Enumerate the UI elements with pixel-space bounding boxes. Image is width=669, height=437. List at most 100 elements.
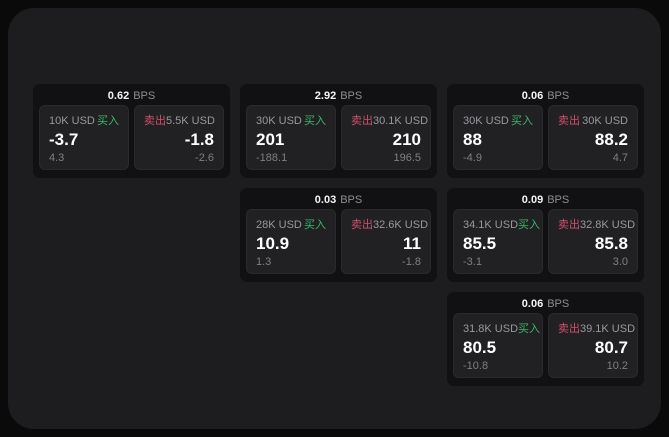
quote-card[interactable]: 0.06 BPS 31.8K USD 买入 80.5 -10.8 卖出 39.1…: [447, 292, 644, 386]
sell-side-label: 卖出: [144, 115, 166, 127]
quote-card[interactable]: 0.03 BPS 28K USD 买入 10.9 1.3 卖出 32.6K US…: [240, 188, 437, 282]
sell-price: 210: [392, 129, 421, 149]
buy-side-label: 买入: [518, 219, 541, 231]
bps-value: 0.03: [314, 193, 337, 206]
quote-card-body: 34.1K USD 买入 85.5 -3.1 卖出 32.8K USD 85.8…: [447, 209, 644, 282]
buy-price: 10.9: [256, 233, 290, 253]
buy-panel[interactable]: 34.1K USD 买入 85.5 -3.1: [453, 209, 543, 274]
sell-side-label: 卖出: [558, 115, 580, 127]
buy-amount: 10K USD: [49, 115, 95, 127]
bps-unit-label: BPS: [340, 89, 363, 102]
buy-panel[interactable]: 10K USD 买入 -3.7 4.3: [39, 105, 129, 170]
sell-price: 85.8: [594, 233, 628, 253]
quote-card-body: 30K USD 买入 88 -4.9 卖出 30K USD 88.2 4.7: [447, 105, 644, 178]
sell-panel-top: 卖出 32.8K USD: [558, 216, 635, 232]
sell-side-label: 卖出: [351, 219, 373, 231]
quote-card[interactable]: 0.09 BPS 34.1K USD 买入 85.5 -3.1 卖出 32.8K…: [447, 188, 644, 282]
bps-header: 0.09 BPS: [447, 188, 644, 209]
bps-header: 0.06 BPS: [447, 84, 644, 105]
sell-side-label: 卖出: [558, 219, 580, 231]
sell-delta: -1.8: [402, 256, 421, 268]
sell-delta: 3.0: [612, 256, 628, 268]
buy-price: -3.7: [49, 129, 79, 149]
bps-unit-label: BPS: [547, 193, 570, 206]
bps-value: 0.06: [521, 89, 544, 102]
buy-panel[interactable]: 30K USD 买入 201 -188.1: [246, 105, 336, 170]
sell-panel[interactable]: 卖出 30.1K USD 210 196.5: [341, 105, 431, 170]
buy-delta: -3.1: [463, 256, 482, 268]
sell-panel[interactable]: 卖出 32.6K USD 11 -1.8: [341, 209, 431, 274]
buy-delta: 1.3: [256, 256, 272, 268]
quote-card-body: 28K USD 买入 10.9 1.3 卖出 32.6K USD 11 -1.8: [240, 209, 437, 282]
buy-price: 80.5: [463, 337, 497, 357]
bps-header: 0.06 BPS: [447, 292, 644, 313]
bps-value: 0.06: [521, 297, 544, 310]
bps-value: 2.92: [314, 89, 337, 102]
buy-delta: -188.1: [256, 152, 288, 164]
buy-panel-top: 31.8K USD 买入: [463, 320, 540, 336]
sell-panel-top: 卖出 5.5K USD: [144, 112, 215, 128]
sell-panel[interactable]: 卖出 5.5K USD -1.8 -2.6: [134, 105, 224, 170]
sell-price: -1.8: [184, 129, 214, 149]
sell-panel-top: 卖出 30.1K USD: [351, 112, 428, 128]
buy-amount: 30K USD: [256, 115, 302, 127]
sell-amount: 39.1K USD: [580, 323, 636, 335]
quote-card[interactable]: 0.62 BPS 10K USD 买入 -3.7 4.3 卖出 5.5K USD…: [33, 84, 230, 178]
buy-panel-top: 30K USD 买入: [256, 112, 326, 128]
bps-header: 0.62 BPS: [33, 84, 230, 105]
sell-side-label: 卖出: [351, 115, 373, 127]
sell-delta: 10.2: [606, 360, 628, 372]
quotes-board-surface: 0.62 BPS 10K USD 买入 -3.7 4.3 卖出 5.5K USD…: [8, 8, 661, 429]
sell-amount: 32.8K USD: [580, 219, 636, 231]
quote-card[interactable]: 2.92 BPS 30K USD 买入 201 -188.1 卖出 30.1K …: [240, 84, 437, 178]
buy-amount: 31.8K USD: [463, 323, 519, 335]
sell-delta: 4.7: [612, 152, 628, 164]
quote-card-body: 30K USD 买入 201 -188.1 卖出 30.1K USD 210 1…: [240, 105, 437, 178]
quote-cards-grid: 0.62 BPS 10K USD 买入 -3.7 4.3 卖出 5.5K USD…: [33, 84, 644, 386]
buy-price: 85.5: [463, 233, 497, 253]
buy-panel-top: 34.1K USD 买入: [463, 216, 540, 232]
sell-side-label: 卖出: [558, 323, 580, 335]
sell-panel-top: 卖出 32.6K USD: [351, 216, 428, 232]
buy-amount: 30K USD: [463, 115, 509, 127]
buy-delta: -10.8: [463, 360, 489, 372]
bps-value: 0.62: [107, 89, 130, 102]
buy-side-label: 买入: [518, 323, 541, 335]
buy-side-label: 买入: [304, 219, 326, 231]
buy-side-label: 买入: [304, 115, 326, 127]
buy-panel-top: 10K USD 买入: [49, 112, 119, 128]
buy-amount: 28K USD: [256, 219, 302, 231]
quote-card[interactable]: 0.06 BPS 30K USD 买入 88 -4.9 卖出 30K USD 8…: [447, 84, 644, 178]
buy-panel-top: 28K USD 买入: [256, 216, 326, 232]
sell-price: 11: [403, 233, 421, 253]
sell-amount: 30K USD: [582, 115, 628, 127]
bps-unit-label: BPS: [547, 89, 570, 102]
buy-price: 88: [463, 129, 482, 149]
buy-panel[interactable]: 31.8K USD 买入 80.5 -10.8: [453, 313, 543, 378]
sell-panel[interactable]: 卖出 39.1K USD 80.7 10.2: [548, 313, 638, 378]
buy-side-label: 买入: [511, 115, 533, 127]
bps-unit-label: BPS: [547, 297, 570, 310]
bps-header: 0.03 BPS: [240, 188, 437, 209]
bps-value: 0.09: [521, 193, 544, 206]
sell-panel-top: 卖出 30K USD: [558, 112, 628, 128]
sell-delta: -2.6: [195, 152, 214, 164]
sell-panel-top: 卖出 39.1K USD: [558, 320, 635, 336]
sell-price: 80.7: [594, 337, 628, 357]
bps-unit-label: BPS: [133, 89, 156, 102]
buy-panel-top: 30K USD 买入: [463, 112, 533, 128]
sell-price: 88.2: [594, 129, 628, 149]
buy-price: 201: [256, 129, 285, 149]
buy-side-label: 买入: [97, 115, 119, 127]
sell-panel[interactable]: 卖出 32.8K USD 85.8 3.0: [548, 209, 638, 274]
bps-header: 2.92 BPS: [240, 84, 437, 105]
buy-delta: -4.9: [463, 152, 482, 164]
buy-amount: 34.1K USD: [463, 219, 519, 231]
sell-amount: 30.1K USD: [373, 115, 429, 127]
sell-panel[interactable]: 卖出 30K USD 88.2 4.7: [548, 105, 638, 170]
sell-amount: 5.5K USD: [166, 115, 215, 127]
buy-panel[interactable]: 28K USD 买入 10.9 1.3: [246, 209, 336, 274]
quote-card-body: 10K USD 买入 -3.7 4.3 卖出 5.5K USD -1.8 -2.…: [33, 105, 230, 178]
bps-unit-label: BPS: [340, 193, 363, 206]
buy-panel[interactable]: 30K USD 买入 88 -4.9: [453, 105, 543, 170]
